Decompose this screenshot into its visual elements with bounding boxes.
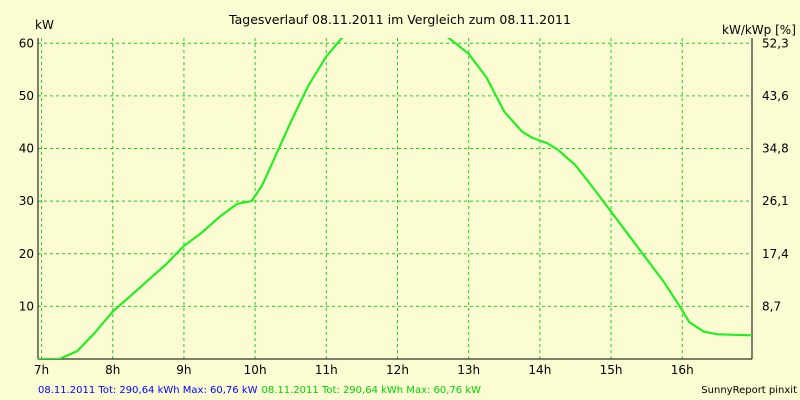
y2-tick-label: 52,3 bbox=[762, 36, 789, 50]
y-tick-label: 10 bbox=[19, 299, 34, 313]
x-tick-label: 14h bbox=[528, 363, 551, 377]
y-tick-label: 20 bbox=[19, 247, 34, 261]
plot-area bbox=[38, 38, 752, 359]
y2-tick-label: 26,1 bbox=[762, 194, 789, 208]
y-tick-label: 60 bbox=[19, 36, 34, 50]
y2-tick-label: 8,7 bbox=[762, 299, 781, 313]
y-axis-label: kW bbox=[35, 18, 54, 32]
x-tick-label: 15h bbox=[600, 363, 623, 377]
x-tick-label: 13h bbox=[457, 363, 480, 377]
x-tick-label: 16h bbox=[671, 363, 694, 377]
x-tick-label: 7h bbox=[34, 363, 49, 377]
tick-labels: 7h 8h 9h 10h 11h 12h 13h 14h 15h 16h 10 20 30 40 50 60 8… bbox=[19, 36, 789, 377]
grid bbox=[38, 38, 752, 359]
y-tick-label: 30 bbox=[19, 194, 34, 208]
x-tick-label: 10h bbox=[244, 363, 267, 377]
y2-axis-label: kW/kWp [%] bbox=[722, 23, 796, 37]
series-line bbox=[38, 38, 752, 359]
x-tick-label: 11h bbox=[315, 363, 338, 377]
axes bbox=[37, 38, 753, 360]
footer-summary: 08.11.2011 Tot: 290,64 kWh Max: 60,76 kW… bbox=[38, 385, 481, 396]
y2-tick-label: 43,6 bbox=[762, 89, 789, 103]
y2-tick-label: 17,4 bbox=[762, 247, 789, 261]
y-tick-label: 50 bbox=[19, 89, 34, 103]
footer-brand: SunnyReport pinxit bbox=[701, 385, 797, 396]
y2-tick-label: 34,8 bbox=[762, 142, 789, 156]
series-layer bbox=[38, 38, 752, 359]
x-tick-label: 8h bbox=[105, 363, 120, 377]
x-tick-label: 9h bbox=[176, 363, 191, 377]
footer-green-summary: 08.11.2011 Tot: 290,64 kWh Max: 60,76 kW bbox=[262, 385, 482, 396]
footer-blue-summary: 08.11.2011 Tot: 290,64 kWh Max: 60,76 kW bbox=[38, 385, 258, 396]
chart-title: Tagesverlauf 08.11.2011 im Vergleich zum… bbox=[228, 12, 571, 27]
x-tick-label: 12h bbox=[386, 363, 409, 377]
y-tick-label: 40 bbox=[19, 142, 34, 156]
